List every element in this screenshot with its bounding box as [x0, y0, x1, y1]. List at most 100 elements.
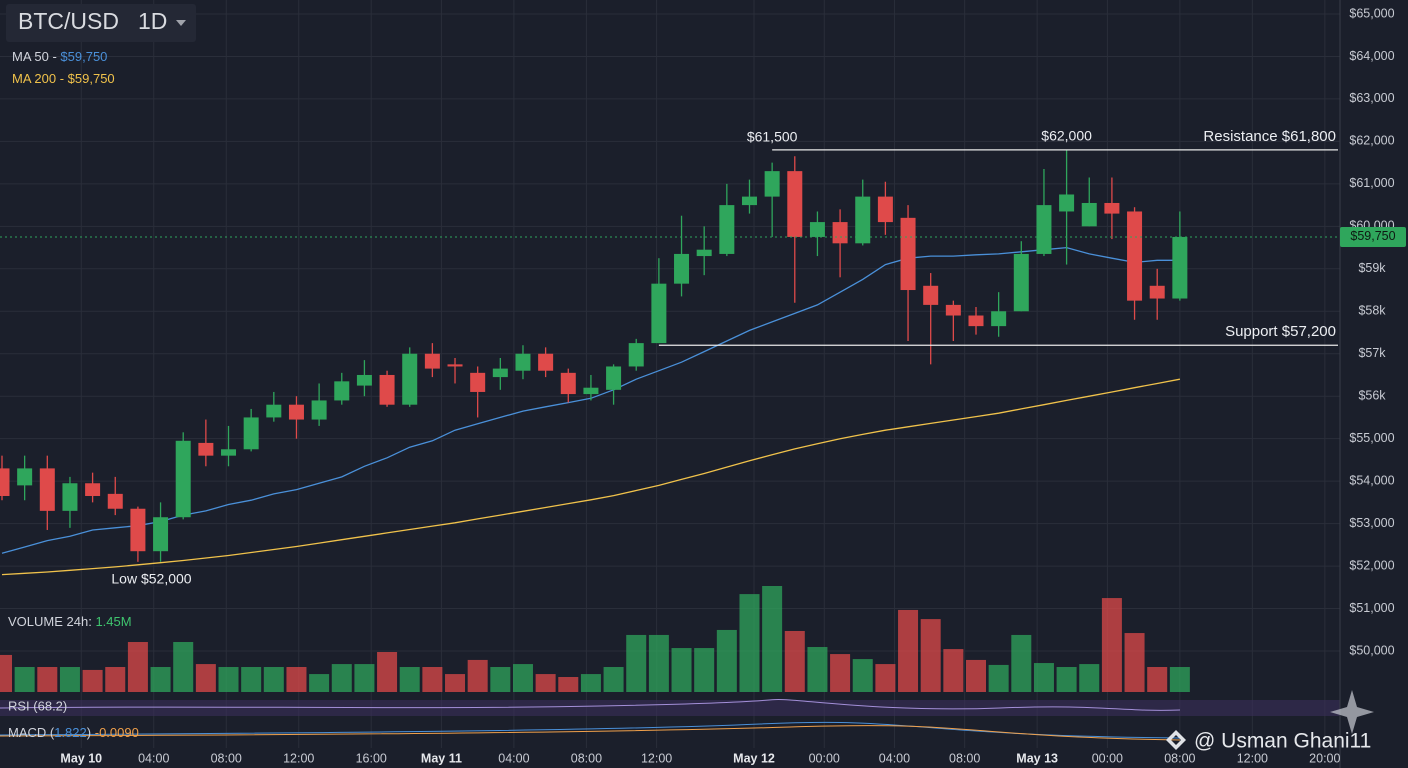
candle-body [674, 253, 690, 284]
candle-body [719, 205, 735, 254]
candle-body [696, 249, 712, 257]
candle-body [356, 374, 372, 386]
volume-bar [1124, 633, 1145, 692]
candle-body [492, 368, 508, 378]
grid [0, 0, 1340, 748]
volume-bar [263, 667, 284, 692]
macd-close: ) [87, 725, 91, 740]
ma50-name: MA 50 - [12, 49, 57, 64]
candle-body [1036, 205, 1052, 254]
x-tick-label: 00:00 [1092, 751, 1123, 765]
volume-bar [82, 669, 103, 692]
y-tick-label: $65,000 [1349, 6, 1394, 20]
volume-bar [716, 629, 737, 692]
candle-body [900, 217, 916, 291]
candle-body [39, 468, 55, 511]
volume-legend: VOLUME 24h: 1.45M [8, 614, 132, 629]
volume-bar [0, 654, 12, 692]
dropdown-arrow[interactable] [176, 20, 186, 26]
volume-bar [852, 659, 873, 692]
volume-bar [671, 648, 692, 692]
y-tick-label: $56k [1358, 388, 1386, 402]
rsi-band [0, 700, 1340, 716]
candle-body [402, 353, 418, 405]
volume-bar [535, 674, 556, 692]
x-tick-label: 12:00 [1237, 751, 1268, 765]
y-tick-label: $62,000 [1349, 134, 1394, 148]
volume-bar [580, 674, 601, 692]
candle-body [651, 283, 667, 344]
candle-body [968, 315, 984, 327]
candle-body [243, 417, 259, 450]
volume-bar [694, 648, 715, 692]
candle-body [606, 366, 622, 390]
volume-bar [286, 667, 307, 692]
annotation: Low $52,000 [111, 571, 191, 587]
volume-bar [445, 674, 466, 692]
candle-body [107, 493, 123, 509]
y-tick-label: $58k [1358, 304, 1386, 318]
last-price-label: $59,750 [1350, 229, 1395, 243]
plot: Resistance $61,800 Support $57,200 $61,500… [0, 128, 1340, 692]
candle-body [809, 222, 825, 237]
candle-body [560, 372, 576, 395]
volume-bar [467, 659, 488, 692]
volume-bar [1101, 598, 1122, 692]
volume-bar [1079, 664, 1100, 692]
rsi-line [0, 698, 1181, 711]
y-tick-label: $53,000 [1349, 516, 1394, 530]
macd-line [0, 721, 1181, 739]
candle-body [628, 343, 644, 367]
volume-bar [603, 667, 624, 692]
volume-bar [920, 619, 941, 692]
annotation: $62,000 [1041, 128, 1092, 144]
volume-bar [59, 667, 80, 692]
x-tick-label: 08:00 [211, 751, 242, 765]
volume-bar [105, 667, 126, 692]
x-tick-label: 08:00 [1164, 751, 1195, 765]
x-tick-label: May 12 [733, 751, 775, 765]
volume-bar [241, 667, 262, 692]
volume-bar [37, 667, 58, 692]
candle-body [1059, 194, 1075, 212]
macd-signal: -0.0090 [95, 725, 139, 740]
candle-body [17, 468, 33, 486]
candle-body [288, 404, 304, 420]
y-tick-label: $61,000 [1349, 176, 1394, 190]
y-tick-label: $52,000 [1349, 558, 1394, 572]
candle-body [153, 517, 169, 552]
candle-body [1013, 253, 1029, 312]
volume-bar [1147, 667, 1168, 692]
candle-body [583, 387, 599, 395]
volume-bar [784, 630, 805, 692]
candle-body [470, 372, 486, 392]
candle-body [923, 285, 939, 305]
volume-bar [512, 664, 533, 692]
volume-bar [377, 652, 398, 692]
candle-body [741, 196, 757, 206]
volume-bar [943, 649, 964, 692]
volume-bar [14, 667, 35, 692]
volume-bar [1033, 663, 1054, 692]
candle-body [538, 353, 554, 371]
interval[interactable]: 1D [138, 8, 167, 34]
candle-body [1104, 202, 1120, 214]
candle-body [0, 468, 10, 496]
y-tick-label: $59k [1358, 261, 1386, 275]
resistance-label: Resistance $61,800 [1203, 128, 1336, 145]
x-tick-label: May 13 [1016, 751, 1058, 765]
candle-body [991, 311, 1007, 327]
macd-label: MACD ( [8, 725, 55, 740]
symbol: BTC/USD [18, 8, 119, 34]
volume-bar [875, 664, 896, 692]
x-tick-label: 04:00 [138, 751, 169, 765]
y-tick-label: $54,000 [1349, 473, 1394, 487]
x-tick-label: 20:00 [1309, 751, 1340, 765]
candle-body [1081, 202, 1097, 227]
candle-body [945, 304, 961, 316]
candle-body [311, 400, 327, 420]
symbol-box[interactable] [6, 4, 196, 42]
y-tick-label: $63,000 [1349, 91, 1394, 105]
